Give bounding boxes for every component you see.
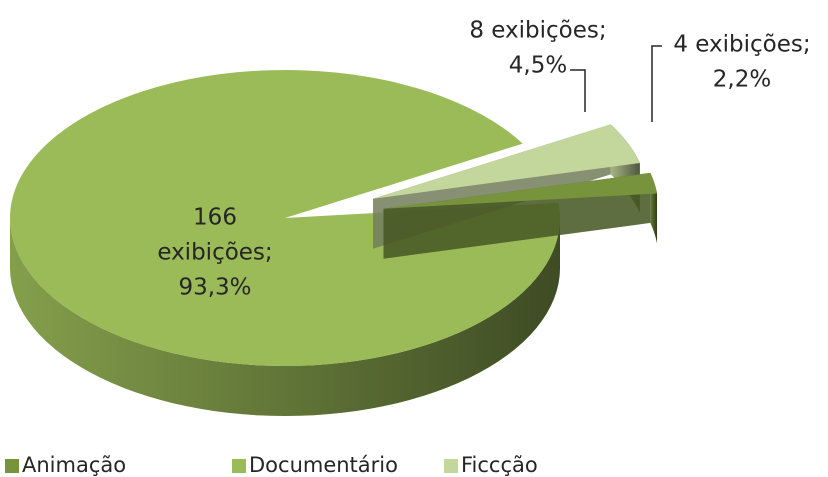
data-label: 4 exibições; [673,32,810,58]
leader-line [651,45,662,122]
data-label: exibições; [157,240,272,266]
leader-line [570,69,586,112]
data-label: 93,3% [178,275,251,301]
legend-label: Documentário [249,453,398,477]
legend: Animação Documentário Ficcção [5,453,538,477]
legend-swatch [5,459,19,473]
data-label: 2,2% [713,67,771,93]
legend-label: Ficcção [461,453,538,477]
data-label: 4,5% [509,53,567,79]
slice [373,124,640,199]
slice [9,70,561,367]
legend-swatch [232,459,246,473]
legend-label: Animação [22,453,126,477]
pie [9,70,658,416]
data-label: 166 [193,205,237,231]
data-label: 8 exibições; [469,18,606,44]
legend-swatch [444,459,458,473]
slice [383,172,658,209]
labels: 4 exibições; 2,2% 166 exibições; 93,3% 8 exib… [157,18,810,301]
slice-side-shade [10,218,560,416]
